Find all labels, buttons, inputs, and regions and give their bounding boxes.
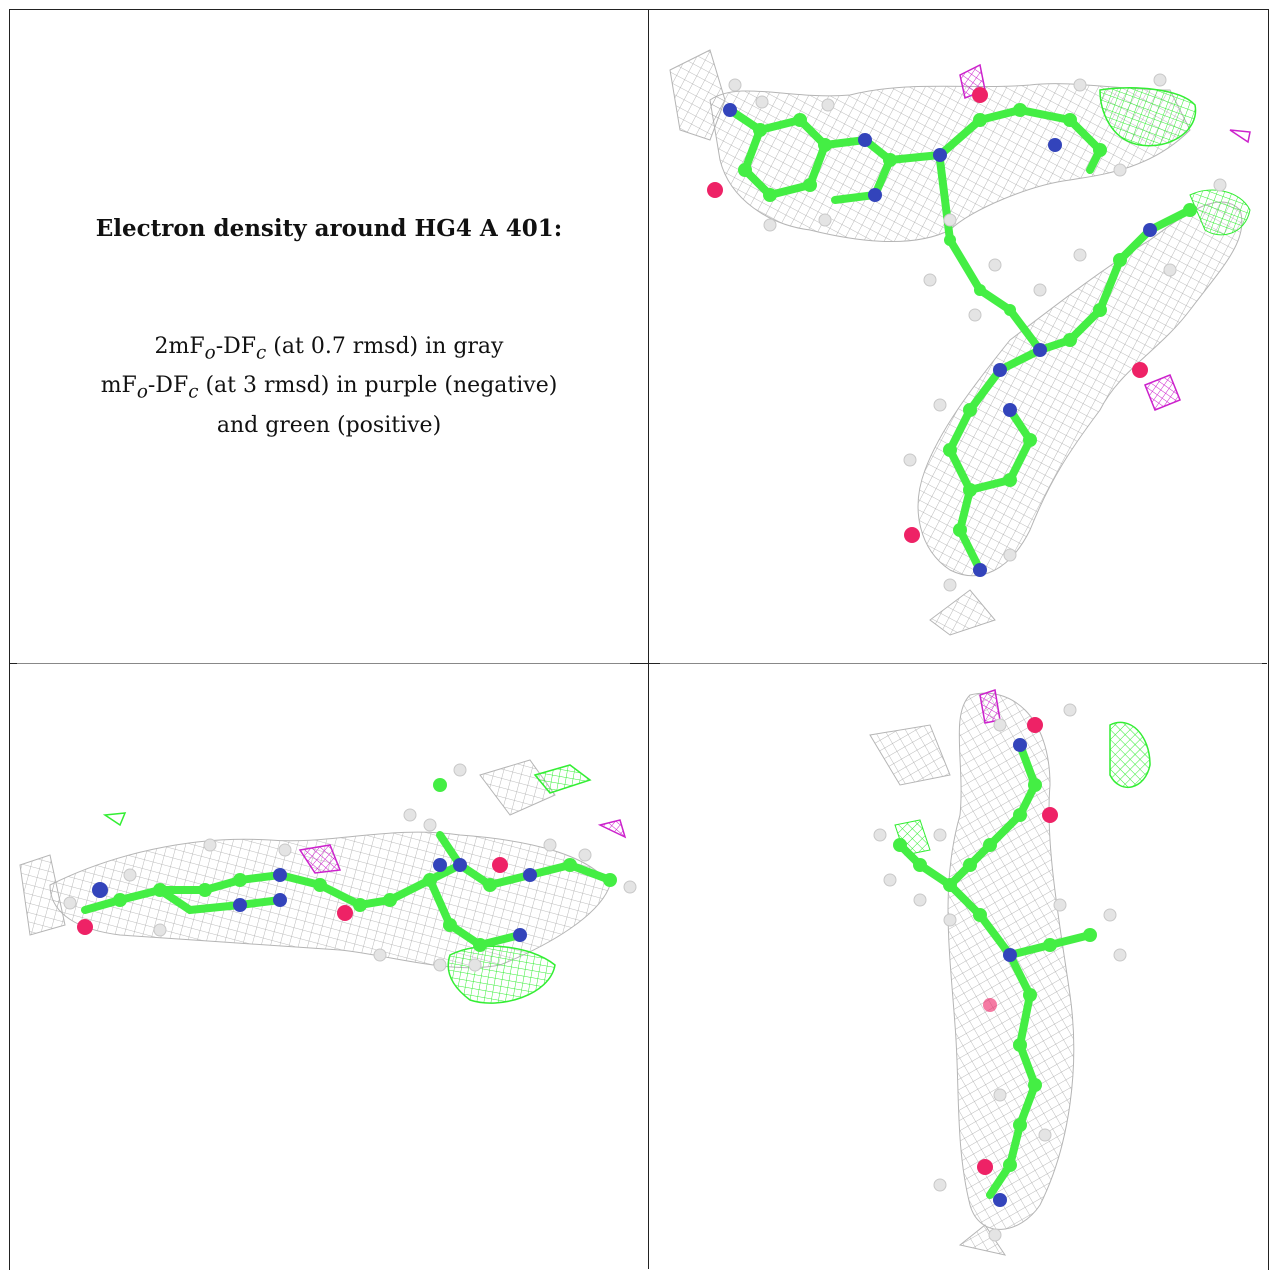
figure-frame xyxy=(9,9,1269,1270)
caption-title: Electron density around HG4 A 401: xyxy=(95,215,563,242)
bottom-right-molecule-render xyxy=(869,689,1151,1256)
bottom-left-view xyxy=(10,665,648,1269)
bottom-right-view xyxy=(650,665,1266,1269)
caption-line-difference: mFo-DFc (at 3 rmsd) in purple (negative) xyxy=(100,373,558,403)
atoms xyxy=(707,87,1197,577)
divider-tick xyxy=(1262,663,1267,664)
caption-line-gray: 2mFo-DFc (at 0.7 rmsd) in gray xyxy=(154,334,504,364)
top-right-view xyxy=(650,10,1266,662)
caption-line-positive: and green (positive) xyxy=(216,412,442,438)
bottom-left-molecule-render xyxy=(19,759,637,1004)
vertical-divider xyxy=(648,9,649,1269)
caption-lines: 2mFo-DFc (at 0.7 rmsd) in gray mFo-DFc (… xyxy=(10,330,648,442)
top-right-molecule-render xyxy=(669,49,1251,636)
divider-tick xyxy=(630,663,660,664)
caption-cell: Electron density around HG4 A 401: 2mFo-… xyxy=(10,10,648,662)
divider-tick xyxy=(9,663,17,664)
